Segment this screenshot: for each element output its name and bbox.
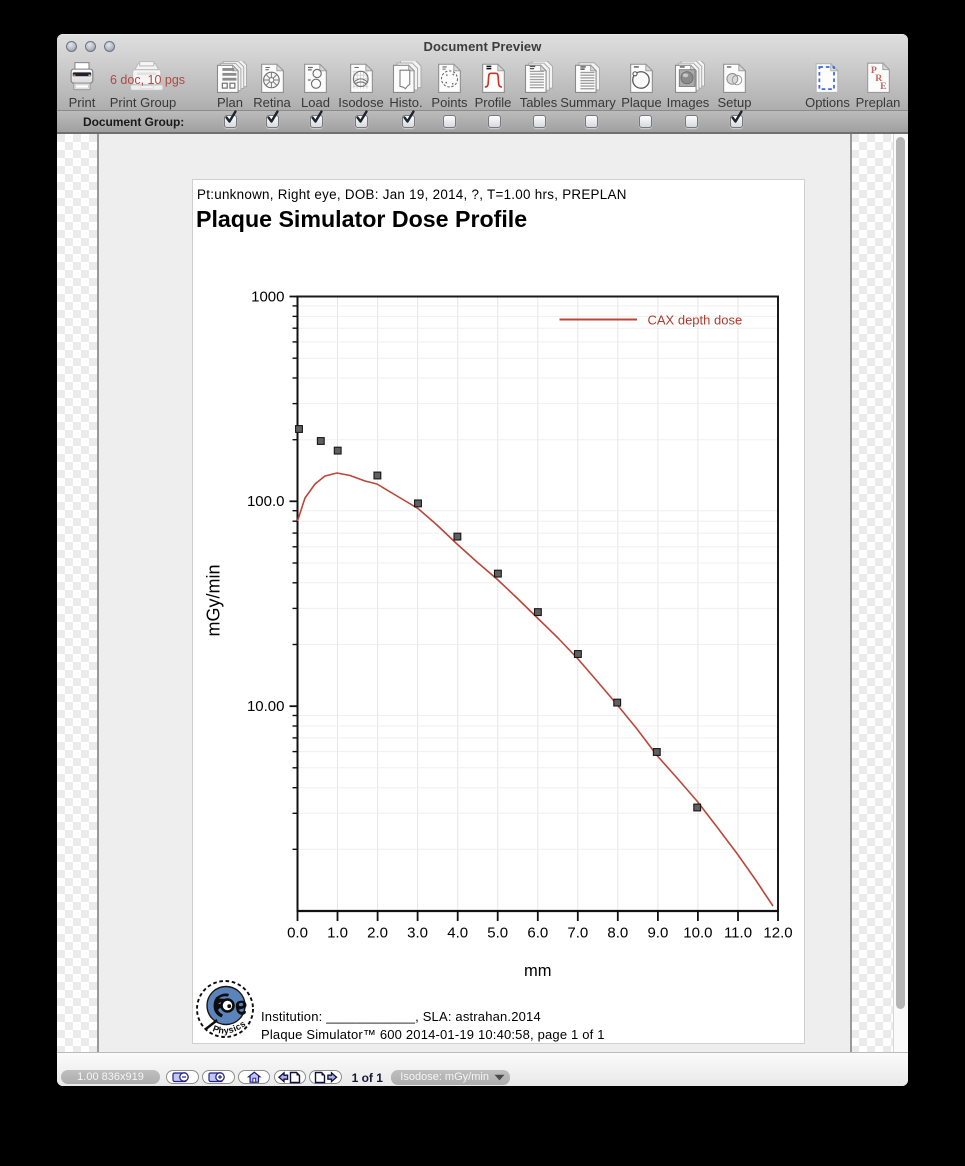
svg-text:R: R (875, 73, 883, 84)
svg-text:1.0: 1.0 (327, 925, 348, 942)
svg-text:3.0: 3.0 (407, 925, 428, 942)
svg-text:8.0: 8.0 (607, 925, 628, 942)
svg-text:12.0: 12.0 (763, 925, 792, 942)
svg-text:mm: mm (524, 962, 552, 980)
svg-text:10.0: 10.0 (683, 925, 712, 942)
svg-text:4.0: 4.0 (447, 925, 468, 942)
svg-text:E: E (880, 81, 887, 92)
svg-text:10.00: 10.00 (247, 698, 285, 715)
svg-text:mGy/min: mGy/min (204, 565, 224, 637)
svg-text:9.0: 9.0 (647, 925, 668, 942)
svg-text:7.0: 7.0 (567, 925, 588, 942)
svg-text:0.0: 0.0 (287, 925, 308, 942)
svg-text:5.0: 5.0 (487, 925, 508, 942)
svg-text:100.0: 100.0 (247, 493, 285, 510)
svg-text:11.0: 11.0 (724, 925, 752, 942)
svg-text:6.0: 6.0 (527, 925, 548, 942)
svg-text:2.0: 2.0 (367, 925, 388, 942)
svg-text:CAX depth dose: CAX depth dose (648, 312, 743, 327)
svg-text:P: P (870, 65, 876, 76)
svg-text:1000: 1000 (251, 288, 284, 305)
